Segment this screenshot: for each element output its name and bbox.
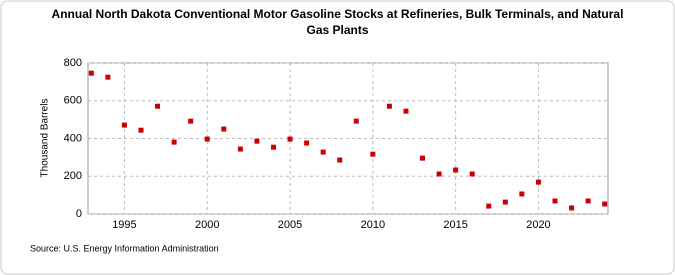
x-tick-label: 1995 (112, 219, 136, 231)
marker (270, 144, 276, 150)
x-tick-label: 2000 (195, 219, 219, 231)
marker (188, 118, 194, 124)
marker (171, 139, 177, 145)
marker (386, 103, 392, 109)
y-tick-label: 600 (64, 95, 82, 107)
marker (486, 203, 492, 209)
marker (121, 122, 127, 128)
marker (602, 201, 608, 207)
marker (453, 167, 459, 173)
marker (254, 138, 260, 144)
marker (519, 191, 525, 197)
marker (287, 136, 293, 142)
marker (155, 103, 161, 109)
marker (436, 171, 442, 177)
marker (105, 74, 111, 80)
y-axis-label: Thousand Barrels (40, 99, 51, 178)
marker (403, 108, 409, 114)
marker (420, 155, 426, 161)
x-tick-label: 2020 (526, 219, 550, 231)
source: Source: U.S. Energy Information Administ… (30, 243, 219, 253)
marker (320, 149, 326, 155)
marker (237, 146, 243, 152)
x-tick-label: 2010 (361, 219, 385, 231)
marker (370, 151, 376, 157)
y-tick-label: 800 (64, 57, 82, 69)
marker (469, 171, 475, 177)
marker (502, 199, 508, 205)
chart-title: Annual North Dakota Conventional Motor G… (51, 7, 624, 37)
marker (221, 126, 227, 132)
y-tick-label: 200 (64, 170, 82, 182)
marker (535, 179, 541, 185)
marker (88, 70, 94, 76)
x-tick-label: 2015 (443, 219, 467, 231)
marker (304, 140, 310, 146)
marker (353, 118, 359, 124)
y-tick-label: 0 (76, 208, 82, 220)
marker (585, 198, 591, 204)
marker (337, 157, 343, 163)
marker (204, 136, 210, 142)
x-tick-label: 2005 (278, 219, 302, 231)
marker (138, 127, 144, 133)
marker (552, 198, 558, 204)
marker (569, 205, 575, 211)
y-tick-label: 400 (64, 132, 82, 144)
